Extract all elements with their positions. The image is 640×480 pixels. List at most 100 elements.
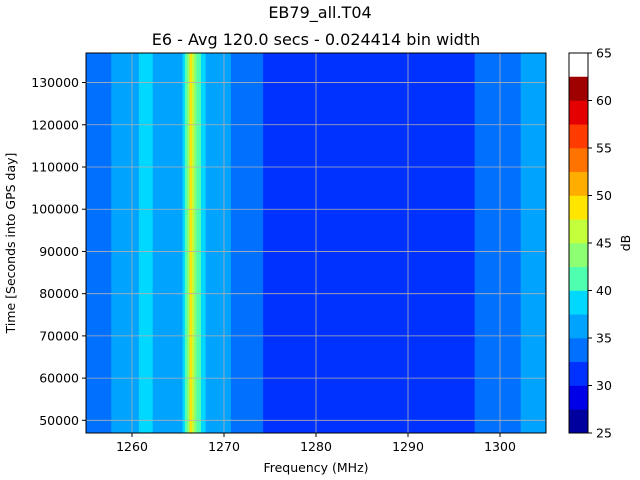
heatmap-cell xyxy=(152,53,156,433)
heatmap-cell xyxy=(171,53,174,433)
heatmap-cell xyxy=(391,53,395,433)
heatmap-cell xyxy=(451,53,455,433)
heatmap-cell xyxy=(329,53,333,433)
heatmap-cell xyxy=(120,53,124,433)
heatmap-cell xyxy=(373,53,377,433)
colorbar-tick-label: 35 xyxy=(596,331,612,346)
heatmap-cell xyxy=(104,53,108,433)
heatmap-cell xyxy=(224,53,227,433)
colorbar-segment xyxy=(569,100,588,125)
heatmap-cell xyxy=(396,53,400,433)
heatmap-cell xyxy=(191,53,195,433)
heatmap-cell xyxy=(182,53,186,433)
colorbar-segment xyxy=(569,290,588,315)
x-tick-label: 1300 xyxy=(484,439,516,454)
colorbar-segment xyxy=(569,361,588,386)
heatmap-cell xyxy=(166,53,170,433)
heatmap-cell xyxy=(212,53,216,433)
heatmap-cell xyxy=(178,53,181,433)
heatmap-cell xyxy=(125,53,128,433)
heatmap-cell xyxy=(382,53,386,433)
grid-lines xyxy=(86,53,546,433)
heatmap-cell xyxy=(260,53,264,433)
x-tick-label: 1290 xyxy=(392,439,424,454)
y-tick-label: 100000 xyxy=(31,202,79,217)
y-tick-label: 60000 xyxy=(39,371,79,386)
heatmap-cell xyxy=(196,53,200,433)
heatmap-cell xyxy=(444,53,448,433)
heatmap-cell xyxy=(449,53,453,433)
heatmap-cell xyxy=(534,53,538,433)
heatmap-cell xyxy=(477,53,480,433)
x-axis-label: Frequency (MHz) xyxy=(263,460,368,475)
heatmap-cell xyxy=(348,53,351,433)
heatmap-cell xyxy=(129,53,133,433)
heatmap-cell xyxy=(504,53,508,433)
colorbar-segment xyxy=(569,243,588,268)
colorbar-label: dB xyxy=(618,235,633,252)
heatmap-cell xyxy=(309,53,312,433)
heatmap-cell xyxy=(410,53,413,433)
heatmap-cell xyxy=(99,53,103,433)
colorbar-tick-label: 50 xyxy=(596,188,612,203)
heatmap-cell xyxy=(355,53,358,433)
heatmap-cell xyxy=(122,53,126,433)
heatmap-cell xyxy=(109,53,112,433)
heatmap-cell xyxy=(408,53,411,433)
y-tick-label: 130000 xyxy=(31,75,79,90)
heatmap-cell xyxy=(362,53,365,433)
heatmap-cell xyxy=(394,53,397,433)
heatmap-cell xyxy=(272,53,275,433)
y-axis-label: Time [Seconds into GPS day] xyxy=(3,153,18,335)
heatmap-cell xyxy=(493,53,496,433)
heatmap-cell xyxy=(88,53,91,433)
heatmap-cell xyxy=(106,53,110,433)
heatmap-cell xyxy=(233,53,236,433)
heatmap-cell xyxy=(539,53,542,433)
heatmap-cell xyxy=(405,53,409,433)
colorbar-tick-label: 45 xyxy=(596,236,612,251)
heatmap-cell xyxy=(138,53,142,433)
heatmap-cell xyxy=(350,53,354,433)
heatmap-cell xyxy=(194,53,197,433)
heatmap-cell xyxy=(327,53,331,433)
heatmap-cell xyxy=(157,53,160,433)
heatmap-cell xyxy=(214,53,218,433)
heatmap-cell xyxy=(244,53,248,433)
y-axis-ticks: 50000 60000 70000 80000 90000 100000 110000 120… xyxy=(31,75,86,428)
heatmap-cell xyxy=(497,53,501,433)
heatmap-cell xyxy=(511,53,515,433)
heatmap-cell xyxy=(164,53,167,433)
heatmap-cell xyxy=(150,53,154,433)
heatmap-cell xyxy=(463,53,466,433)
heatmap-cell xyxy=(313,53,317,433)
heatmap-cell xyxy=(502,53,505,433)
heatmap-cell xyxy=(339,53,342,433)
heatmap-cell xyxy=(111,53,114,433)
heatmap-cell xyxy=(371,53,374,433)
heatmap-cell xyxy=(465,53,469,433)
heatmap-cell xyxy=(198,53,202,433)
heatmap-cell xyxy=(322,53,326,433)
heatmap-cell xyxy=(279,53,282,433)
heatmap-cell xyxy=(267,53,271,433)
heatmap-cell xyxy=(417,53,420,433)
heatmap-cell xyxy=(141,53,144,433)
heatmap-cell xyxy=(442,53,446,433)
heatmap-plot-area xyxy=(86,53,547,433)
colorbar-segment xyxy=(569,124,588,149)
heatmap-cell xyxy=(447,53,450,433)
heatmap-cell xyxy=(359,53,363,433)
heatmap-cell xyxy=(479,53,482,433)
heatmap-cell xyxy=(228,53,232,433)
heatmap-cell xyxy=(334,53,338,433)
heatmap-cell xyxy=(90,53,94,433)
heatmap-cell xyxy=(525,53,528,433)
heatmap-cell xyxy=(263,53,266,433)
y-tick-label: 70000 xyxy=(39,328,79,343)
heatmap-cell xyxy=(513,53,517,433)
heatmap-cell xyxy=(532,53,535,433)
heatmap-cell xyxy=(235,53,239,433)
heatmap-cell xyxy=(456,53,459,433)
